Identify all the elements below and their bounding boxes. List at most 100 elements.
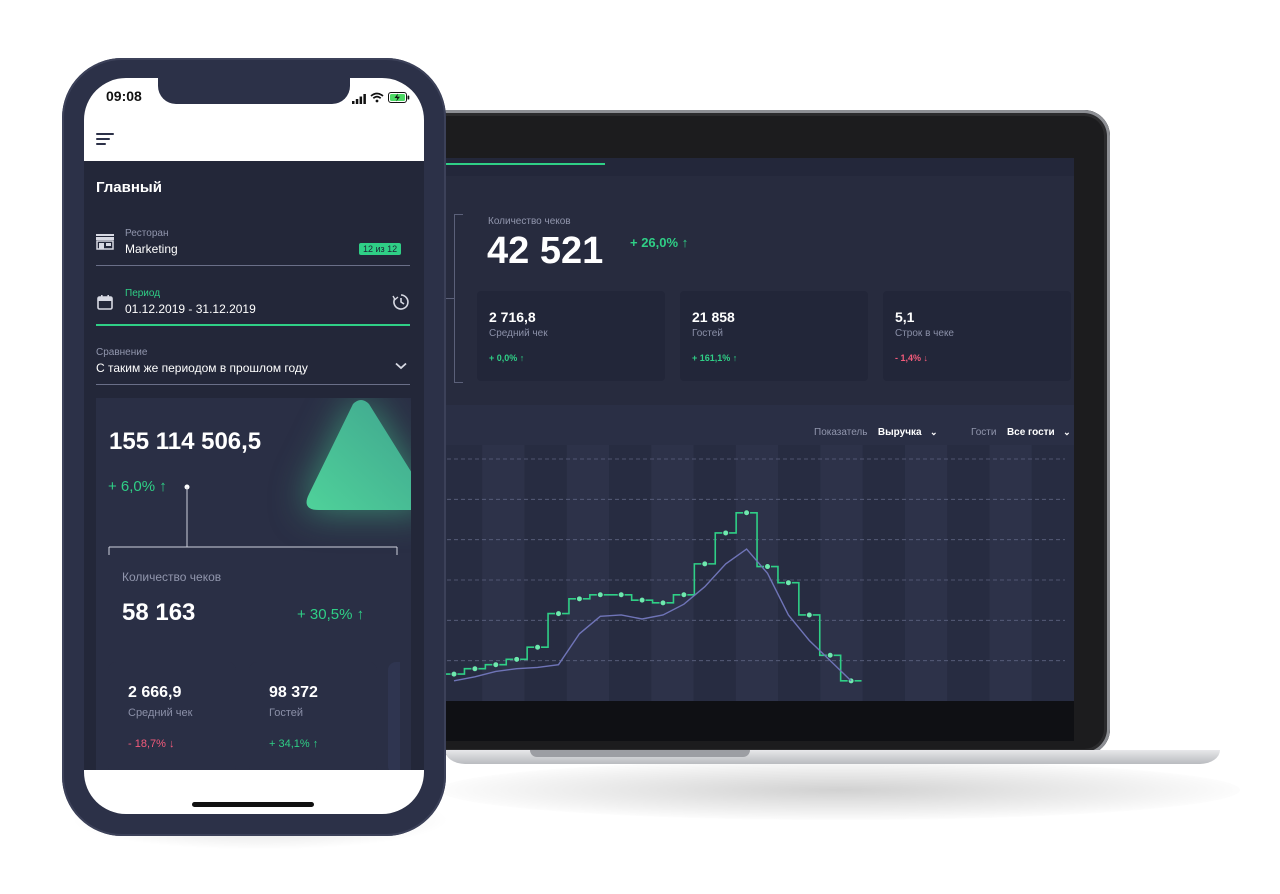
avg-check-card[interactable]: 2 716,8 Средний чек + 0,0% ↑ xyxy=(477,291,665,381)
chart-point[interactable] xyxy=(659,599,667,607)
chart-column-band xyxy=(482,445,525,701)
laptop-dashboard: Количество чеков 42 521 + 26,0% ↑ 2 716,… xyxy=(440,158,1074,701)
wifi-icon xyxy=(370,90,384,103)
history-icon[interactable] xyxy=(392,293,410,311)
card-change: - 1,4% ↓ xyxy=(895,353,928,363)
chart-point[interactable] xyxy=(617,591,625,599)
checks-change: + 30,5% ↑ xyxy=(297,606,364,623)
field-underline xyxy=(96,265,410,266)
chart-point[interactable] xyxy=(575,595,583,603)
menu-icon[interactable] xyxy=(96,131,114,147)
arrow-up-icon: ↑ xyxy=(732,353,738,363)
summary-panel: 155 114 506,5 + 6,0% ↑ Количество чеков … xyxy=(96,398,411,778)
chart-point[interactable] xyxy=(596,591,604,599)
laptop-shadow xyxy=(440,760,1240,820)
chart-point[interactable] xyxy=(743,509,751,517)
guests-card[interactable]: 98 372 Гостей + 34,1% ↑ xyxy=(249,662,377,774)
checks-change-text: + 26,0% xyxy=(630,235,679,250)
metric-selector-value: Выручка xyxy=(877,427,922,438)
active-tab-indicator[interactable] xyxy=(440,163,605,165)
signal-icon xyxy=(352,91,366,104)
card-value: 2 716,8 xyxy=(489,309,536,325)
line-chart[interactable] xyxy=(440,445,1074,701)
card-value: 2 666,9 xyxy=(128,684,182,701)
status-time: 09:08 xyxy=(106,88,142,104)
guests-selector-label: Гости xyxy=(971,427,997,438)
store-icon xyxy=(96,234,114,250)
battery-charging-icon xyxy=(388,90,410,103)
restaurant-value: Marketing xyxy=(125,242,178,256)
lines-per-check-card[interactable]: 5,1 Строк в чеке - 1,4% ↓ xyxy=(883,291,1071,381)
chart-column-band xyxy=(609,445,652,701)
total-change-text: + 6,0% xyxy=(108,478,156,495)
laptop-bezel-bottom xyxy=(440,701,1074,741)
avg-check-card[interactable]: 2 666,9 Средний чек - 18,7% ↓ xyxy=(108,662,236,774)
laptop-hinge-notch xyxy=(530,750,750,757)
chart-column-band xyxy=(566,445,610,701)
card-label: Средний чек xyxy=(128,707,193,719)
chart-point[interactable] xyxy=(534,643,542,651)
checks-change: + 26,0% ↑ xyxy=(630,235,688,250)
metric-selector-label: Показатель xyxy=(814,427,868,438)
period-value: 01.12.2019 - 31.12.2019 xyxy=(125,302,256,316)
chart-point[interactable] xyxy=(701,560,709,568)
guests-selector-value: Все гости xyxy=(1006,427,1055,438)
period-field[interactable]: Период 01.12.2019 - 31.12.2019 xyxy=(84,283,424,329)
chart-panel: Показатель Выручка ⌄ Гости Все гости ⌄ xyxy=(440,405,1074,701)
chart-point[interactable] xyxy=(805,611,813,619)
chevron-down-icon: ⌄ xyxy=(1063,427,1071,437)
arrow-up-icon: ↑ xyxy=(681,235,689,250)
chart-point[interactable] xyxy=(638,596,646,604)
field-underline-active xyxy=(96,324,410,326)
card-change: + 34,1% ↑ xyxy=(269,738,318,750)
chart-column-band xyxy=(862,445,905,701)
field-underline xyxy=(96,384,410,385)
page-title: Главный xyxy=(96,179,162,196)
arrow-up-icon: ↑ xyxy=(356,606,365,623)
metric-selector[interactable]: Показатель Выручка ⌄ xyxy=(814,422,938,440)
card-change-text: + 34,1% xyxy=(269,738,310,750)
checks-value: 58 163 xyxy=(122,599,196,626)
card-change-text: + 0,0% xyxy=(489,353,518,363)
chart-column-band xyxy=(904,445,948,701)
chart-point[interactable] xyxy=(555,610,562,618)
comparison-field[interactable]: Сравнение С таким же периодом в прошлом … xyxy=(84,344,424,388)
chart-point[interactable] xyxy=(471,665,479,673)
triangle-up-graphic xyxy=(306,400,411,510)
chart-column-band xyxy=(735,445,779,701)
card-change: + 161,1% ↑ xyxy=(692,353,737,363)
home-indicator[interactable] xyxy=(192,802,314,807)
chevron-down-icon: ⌄ xyxy=(930,427,938,437)
chart-point[interactable] xyxy=(826,651,834,659)
checks-label: Количество чеков xyxy=(488,216,571,227)
chart-point[interactable] xyxy=(513,655,521,663)
card-value: 5,1 xyxy=(895,309,915,325)
card-change: + 0,0% ↑ xyxy=(489,353,524,363)
chart-column-band xyxy=(524,445,567,701)
chart-column-band xyxy=(1031,445,1074,701)
chart-point[interactable] xyxy=(784,579,792,587)
arrow-up-icon: ↑ xyxy=(519,353,525,363)
arrow-down-icon: ↓ xyxy=(923,353,929,363)
card-label: Средний чек xyxy=(489,328,548,339)
guests-selector[interactable]: Гости Все гости ⌄ xyxy=(971,422,1071,440)
chart-point[interactable] xyxy=(680,591,688,599)
restaurant-field[interactable]: Ресторан Marketing 12 из 12 xyxy=(84,223,424,269)
chart-point[interactable] xyxy=(722,529,730,537)
next-card-peek[interactable] xyxy=(388,662,400,774)
connector-lines xyxy=(108,484,398,555)
phone-screen: 09:08 Главный Ресторан Marketing 12 из 1… xyxy=(84,78,424,814)
app-header xyxy=(84,122,424,161)
comparison-value: С таким же периодом в прошлом году xyxy=(96,361,308,375)
guests-card[interactable]: 21 858 Гостей + 161,1% ↑ xyxy=(680,291,868,381)
comparison-label: Сравнение xyxy=(96,347,148,358)
chart-point[interactable] xyxy=(492,661,500,669)
chart-point[interactable] xyxy=(450,670,458,678)
card-label: Гостей xyxy=(692,328,723,339)
chart-column-band xyxy=(947,445,990,701)
card-value: 21 858 xyxy=(692,309,735,325)
phone-notch xyxy=(158,78,350,104)
chart-point[interactable] xyxy=(764,563,771,571)
bracket-connector xyxy=(454,214,463,383)
card-change-text: - 18,7% xyxy=(128,738,166,750)
